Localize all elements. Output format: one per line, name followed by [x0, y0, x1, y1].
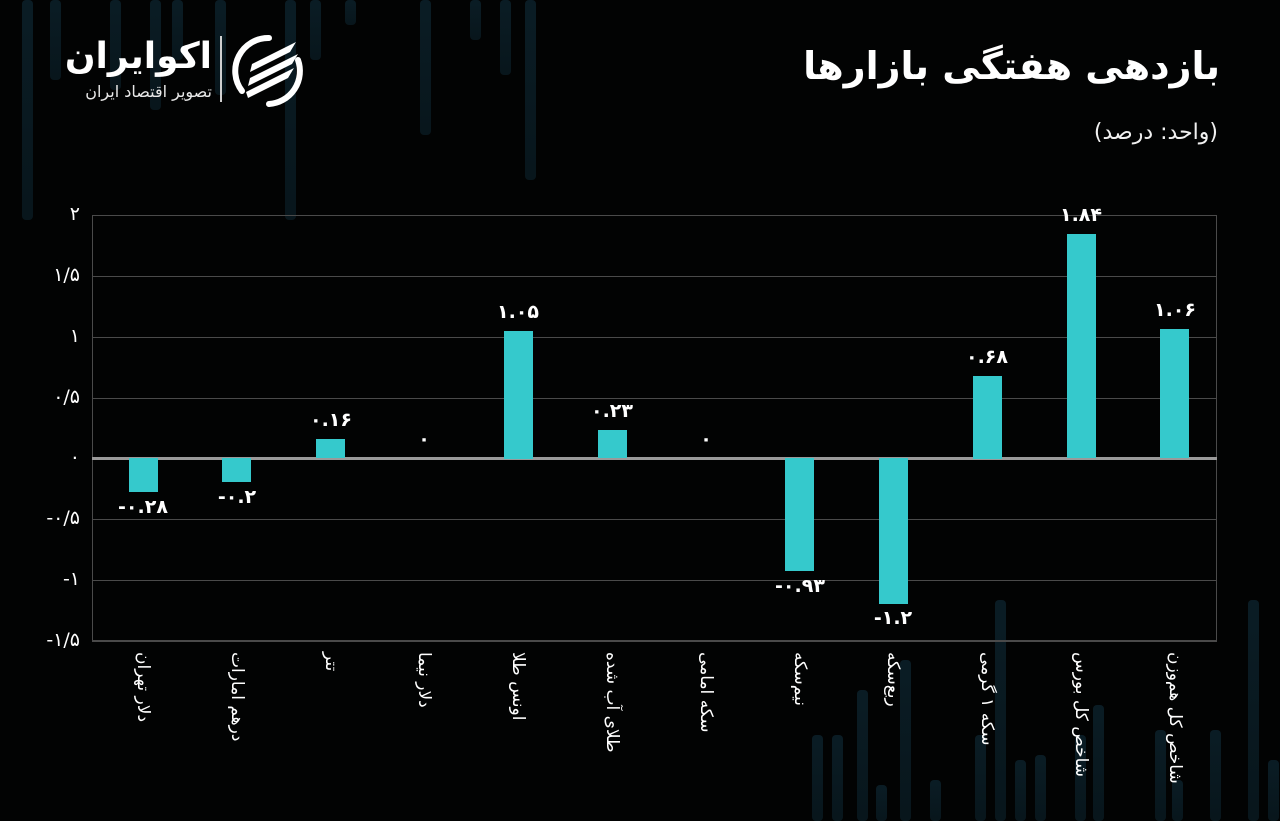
bar [879, 458, 908, 604]
bar [316, 439, 345, 458]
category-text: درهم امارات [227, 652, 247, 742]
gridline [92, 337, 1217, 338]
category-text: نیم‌سکه [790, 652, 810, 706]
bar [222, 458, 251, 482]
value-label: ۰.۲۳ [590, 400, 633, 422]
bar [973, 376, 1002, 459]
bar [1067, 234, 1096, 458]
x-category-label: ربع‌سکه [881, 652, 905, 812]
value-label: -۰.۲۸ [118, 496, 168, 518]
gridline [92, 580, 1217, 581]
logo: اکوایران تصویر اقتصاد ایران [48, 32, 313, 112]
y-tick-label: ۱/۵ [53, 264, 80, 286]
category-text: تتر [321, 652, 341, 672]
y-tick-label: ۰ [69, 446, 80, 468]
category-text: اونس طلا [508, 652, 528, 721]
y-tick-label: ۱ [69, 325, 80, 347]
page-title: بازدهی هفتگی بازارها [803, 44, 1220, 88]
bar [785, 458, 814, 571]
category-text: طلای آب شده [602, 652, 622, 753]
value-label: ۱.۰۶ [1153, 299, 1196, 321]
category-text: دلار نیما [414, 652, 434, 708]
value-label: ۰.۶۸ [965, 346, 1008, 368]
y-tick-label: -۱ [62, 568, 80, 590]
unit-label: (واحد: درصد) [1093, 120, 1218, 145]
x-category-label: دلار نیما [412, 652, 436, 812]
logo-name: اکوایران [64, 36, 212, 77]
y-tick-label: ۰/۵ [53, 386, 80, 408]
category-text: سکه ۱ گرمی [977, 652, 997, 746]
bar [504, 331, 533, 459]
x-category-label: طلای آب شده [600, 652, 624, 812]
bar [598, 430, 627, 458]
value-label: -۱.۲ [873, 607, 913, 629]
x-category-label: شاخص کل بورس [1069, 652, 1093, 812]
category-text: شاخص کل هم‌وزن [1165, 652, 1185, 784]
value-label: -۰.۲ [217, 486, 257, 508]
x-category-label: شاخص کل هم‌وزن [1163, 652, 1187, 812]
zero-baseline [92, 457, 1217, 460]
plot-frame [92, 215, 1217, 641]
logo-subtitle: تصویر اقتصاد ایران [85, 82, 212, 101]
x-category-label: سکه ۱ گرمی [975, 652, 999, 812]
value-label: -۰.۹۳ [775, 575, 825, 597]
gridline [92, 215, 1217, 216]
category-text: سکه امامی [696, 652, 716, 733]
bar [1160, 329, 1189, 458]
x-category-label: اونس طلا [506, 652, 530, 812]
x-category-label: نیم‌سکه [788, 652, 812, 812]
x-category-label: سکه امامی [694, 652, 718, 812]
value-label: ۰ [418, 428, 430, 450]
gridline [92, 276, 1217, 277]
gridline [92, 519, 1217, 520]
x-category-label: دلار تهران [131, 652, 155, 812]
y-tick-label: ۲ [69, 203, 80, 225]
gridline [92, 641, 1217, 642]
x-category-label: درهم امارات [225, 652, 249, 812]
logo-divider [220, 36, 222, 102]
gridline [92, 398, 1217, 399]
category-text: ربع‌سکه [883, 652, 903, 707]
y-tick-label: -۱/۵ [46, 629, 80, 651]
category-text: دلار تهران [133, 652, 153, 723]
value-label: ۱.۰۵ [496, 301, 539, 323]
x-category-label: تتر [319, 652, 343, 812]
value-label: ۰.۱۶ [309, 409, 352, 431]
ecoiran-swirl-logo-icon [232, 34, 303, 107]
value-label: ۰ [700, 428, 712, 450]
bar [129, 458, 158, 492]
y-tick-label: -۰/۵ [46, 507, 80, 529]
value-label: ۱.۸۴ [1059, 204, 1102, 226]
category-text: شاخص کل بورس [1071, 652, 1091, 778]
